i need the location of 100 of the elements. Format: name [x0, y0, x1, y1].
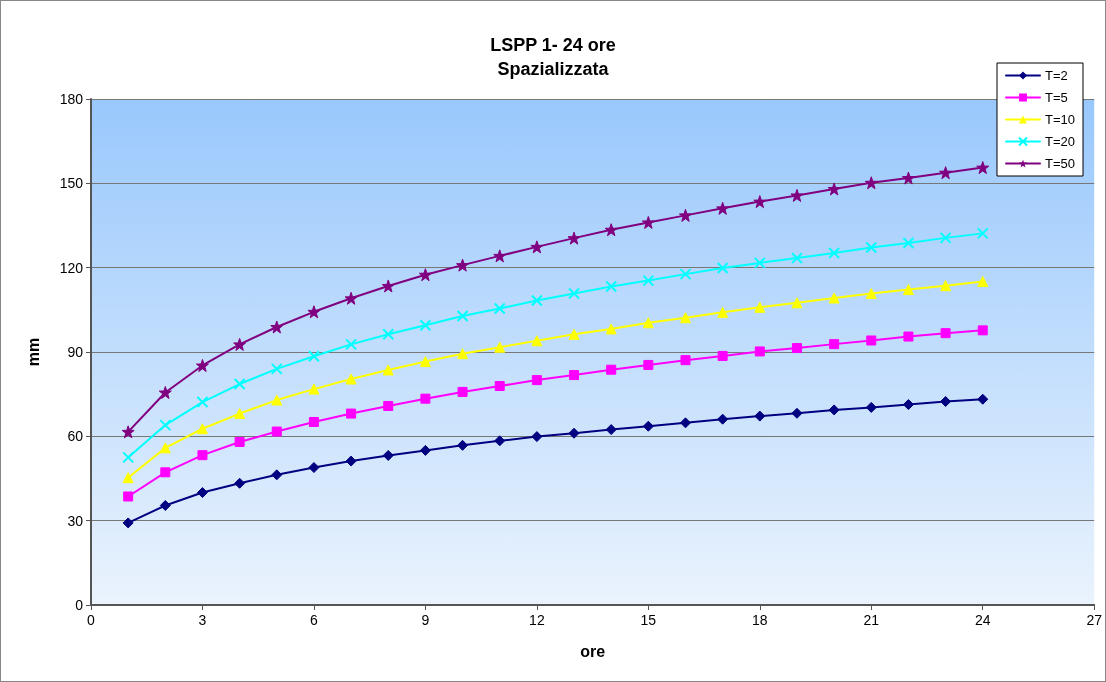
point [791, 407, 803, 419]
point [642, 420, 654, 432]
point [790, 252, 803, 265]
x-tick-label: 0 [87, 612, 96, 628]
point [680, 355, 691, 366]
point [717, 306, 729, 318]
point [567, 231, 581, 245]
point [197, 450, 208, 461]
y-tick-label: 150 [59, 175, 84, 192]
point [196, 423, 208, 435]
point [753, 256, 766, 269]
point [493, 302, 506, 315]
point [457, 439, 469, 451]
point [494, 435, 506, 447]
point [865, 401, 877, 413]
point [308, 383, 320, 395]
point [716, 261, 729, 274]
legend-label: T=20 [1045, 134, 1076, 149]
y-tick-label: 90 [67, 344, 84, 360]
point [234, 477, 246, 489]
point [754, 346, 765, 357]
x-tick-label: 12 [529, 612, 545, 628]
point [605, 424, 617, 436]
point [902, 236, 915, 249]
point [865, 241, 878, 254]
point [790, 188, 804, 202]
point [865, 288, 877, 300]
point [864, 176, 878, 190]
point [345, 338, 358, 351]
x-tick-label: 24 [974, 612, 991, 628]
chart-subtitle: Spazializzata [497, 59, 610, 79]
point [270, 362, 283, 375]
point [531, 431, 543, 443]
point [271, 469, 283, 481]
point [901, 171, 915, 185]
point [159, 442, 171, 454]
point [680, 417, 691, 429]
point [717, 413, 729, 425]
point [679, 208, 692, 222]
point [344, 291, 358, 305]
point [717, 350, 728, 361]
point [605, 323, 617, 335]
point [828, 404, 840, 416]
point [271, 394, 283, 406]
point [270, 320, 284, 334]
point [419, 356, 431, 368]
point [308, 462, 320, 474]
point [791, 343, 802, 354]
point [158, 385, 172, 399]
point [605, 280, 618, 293]
point [977, 275, 989, 287]
x-tick-label: 15 [640, 612, 657, 628]
point [382, 364, 394, 376]
point [902, 284, 914, 296]
point [828, 247, 841, 260]
point [531, 335, 543, 347]
point [456, 310, 469, 323]
point [307, 305, 321, 319]
x-tick-label: 21 [863, 612, 880, 628]
point [568, 287, 581, 300]
point [829, 339, 840, 350]
x-tick-label: 3 [198, 612, 207, 628]
x-axis-title: ore [580, 642, 606, 660]
point [160, 467, 171, 478]
point [382, 328, 395, 341]
point [753, 195, 767, 209]
point [271, 426, 282, 437]
point [940, 328, 951, 339]
point [569, 370, 580, 381]
point [122, 472, 134, 484]
point [308, 417, 319, 427]
point [977, 325, 988, 336]
point [976, 227, 989, 240]
y-tick-label: 30 [67, 512, 84, 529]
point [493, 249, 507, 263]
point [419, 319, 432, 332]
point [641, 215, 655, 229]
legend-label: T=5 [1045, 90, 1068, 105]
point [122, 451, 135, 464]
point [418, 268, 432, 282]
point [754, 301, 766, 313]
point [419, 444, 431, 456]
point [123, 491, 134, 502]
y-tick-label: 0 [75, 597, 84, 613]
y-tick-label: 180 [59, 91, 84, 107]
point [754, 410, 766, 422]
point [457, 386, 468, 397]
point [977, 393, 989, 405]
point [866, 335, 877, 346]
legend-label: T=50 [1045, 156, 1076, 171]
y-tick-label: 120 [59, 259, 84, 276]
point [346, 408, 357, 419]
point [680, 312, 691, 324]
point [195, 358, 209, 372]
point [420, 393, 431, 404]
point [196, 487, 208, 499]
point [383, 400, 394, 411]
point [234, 408, 246, 420]
point [531, 375, 542, 386]
point [568, 328, 580, 340]
